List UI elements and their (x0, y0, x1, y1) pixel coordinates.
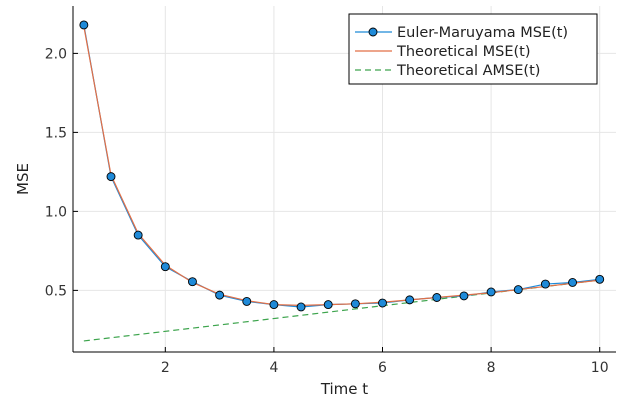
y-tick-label: 1.0 (45, 204, 67, 220)
y-tick-label: 2.0 (45, 46, 67, 62)
legend-label: Euler-Maruyama MSE(t) (397, 25, 568, 41)
x-axis-label: Time t (320, 380, 368, 398)
data-point (350, 299, 360, 309)
ticks: 2 4 6 8 10 0.5 1.0 1.5 2.0 (45, 46, 609, 376)
data-point (432, 293, 442, 302)
x-tick-label: 2 (161, 360, 170, 376)
axes (72, 6, 616, 353)
data-point (296, 302, 306, 312)
data-point (405, 295, 415, 305)
y-axis-label: MSE (14, 163, 32, 195)
x-tick-label: 6 (378, 360, 387, 376)
legend: Euler-Maruyama MSE(t) Theoretical MSE(t) T… (348, 13, 598, 85)
data-point (215, 290, 225, 300)
data-point (79, 20, 89, 30)
series-layer (79, 20, 605, 342)
data-point (242, 296, 252, 306)
data-point (595, 274, 605, 284)
data-point (269, 300, 279, 310)
data-point (188, 277, 197, 287)
x-tick-label: 4 (269, 360, 278, 376)
x-tick-label: 8 (487, 360, 496, 376)
data-point (540, 279, 550, 289)
data-point (160, 262, 170, 272)
legend-marker (368, 27, 378, 37)
data-point (323, 300, 333, 310)
legend-label: Theoretical AMSE(t) (396, 63, 540, 79)
data-point (459, 291, 469, 301)
series-line-theoretical-mse-t (83, 26, 600, 306)
data-point (486, 287, 496, 297)
x-tick-label: 10 (591, 360, 609, 376)
data-point (133, 230, 143, 240)
legend-box (348, 13, 598, 85)
data-point (378, 298, 387, 308)
data-point (106, 172, 116, 182)
y-tick-label: 1.5 (45, 125, 67, 141)
data-point (568, 278, 578, 287)
legend-label: Theoretical MSE(t) (396, 44, 531, 60)
y-tick-label: 0.5 (45, 283, 67, 299)
data-point (513, 285, 523, 295)
